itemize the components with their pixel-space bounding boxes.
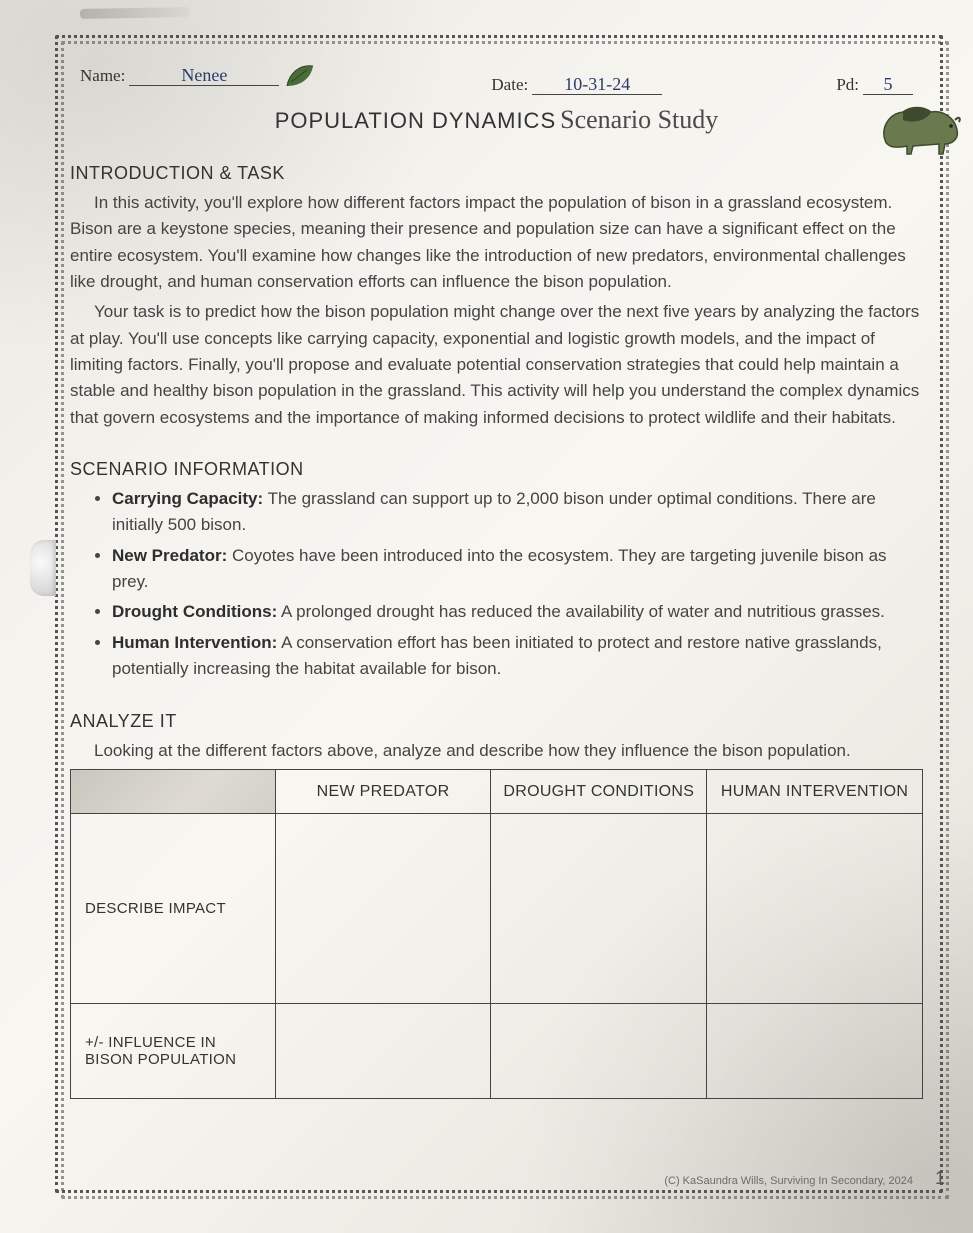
worksheet-page: Name: Nenee Date: 10-31-24 Pd: 5 POPULAT… xyxy=(0,0,973,1233)
title-subtitle: Scenario Study xyxy=(560,105,718,134)
scenario-item-text: A prolonged drought has reduced the avai… xyxy=(277,602,885,621)
col-human-intervention: HUMAN INTERVENTION xyxy=(707,770,923,814)
title-main: POPULATION DYNAMICS xyxy=(275,108,556,133)
scenario-item-label: Carrying Capacity: xyxy=(112,489,263,508)
pd-field-group: Pd: 5 xyxy=(836,75,913,95)
bison-icon xyxy=(873,100,963,165)
cell-input[interactable] xyxy=(275,814,491,1004)
name-field-group: Name: Nenee xyxy=(80,60,317,95)
scenario-item: Drought Conditions: A prolonged drought … xyxy=(112,599,923,625)
scenario-list: Carrying Capacity: The grassland can sup… xyxy=(70,486,923,682)
cell-input[interactable] xyxy=(707,814,923,1004)
analyze-instruction: Looking at the different factors above, … xyxy=(70,738,923,764)
scenario-heading: SCENARIO INFORMATION xyxy=(70,459,923,480)
analyze-table: NEW PREDATOR DROUGHT CONDITIONS HUMAN IN… xyxy=(70,769,923,1099)
scenario-item: Human Intervention: A conservation effor… xyxy=(112,630,923,683)
scenario-item: New Predator: Coyotes have been introduc… xyxy=(112,543,923,596)
date-value[interactable]: 10-31-24 xyxy=(532,75,662,95)
cell-input[interactable] xyxy=(491,1004,707,1099)
table-header-row: NEW PREDATOR DROUGHT CONDITIONS HUMAN IN… xyxy=(71,770,923,814)
intro-paragraph-1: In this activity, you'll explore how dif… xyxy=(70,190,923,295)
binder-hole-tab xyxy=(30,540,56,596)
name-value[interactable]: Nenee xyxy=(129,66,279,86)
scenario-item: Carrying Capacity: The grassland can sup… xyxy=(112,486,923,539)
row-influence: +/- INFLUENCE IN BISON POPULATION xyxy=(71,1004,276,1099)
table-corner-cell xyxy=(71,770,276,814)
cell-input[interactable] xyxy=(707,1004,923,1099)
date-field-group: Date: 10-31-24 xyxy=(491,75,662,95)
intro-heading: INTRODUCTION & TASK xyxy=(70,163,923,184)
header-row: Name: Nenee Date: 10-31-24 Pd: 5 xyxy=(70,60,923,95)
col-new-predator: NEW PREDATOR xyxy=(275,770,491,814)
col-drought: DROUGHT CONDITIONS xyxy=(491,770,707,814)
intro-paragraph-2: Your task is to predict how the bison po… xyxy=(70,299,923,431)
row-describe-impact: DESCRIBE IMPACT xyxy=(71,814,276,1004)
scenario-item-text: Coyotes have been introduced into the ec… xyxy=(112,546,887,591)
analyze-heading: ANALYZE IT xyxy=(70,711,923,732)
name-label: Name: xyxy=(80,66,125,85)
copyright-footer: (C) KaSaundra Wills, Surviving In Second… xyxy=(664,1175,913,1187)
scenario-item-label: Human Intervention: xyxy=(112,633,277,652)
cell-input[interactable] xyxy=(275,1004,491,1099)
table-row: DESCRIBE IMPACT xyxy=(71,814,923,1004)
table-row: +/- INFLUENCE IN BISON POPULATION xyxy=(71,1004,923,1099)
paperclip-shadow xyxy=(80,7,190,19)
scenario-item-label: Drought Conditions: xyxy=(112,602,277,621)
leaf-icon xyxy=(283,60,317,95)
date-label: Date: xyxy=(491,75,528,94)
cell-input[interactable] xyxy=(491,814,707,1004)
pd-label: Pd: xyxy=(836,75,859,94)
scenario-item-label: New Predator: xyxy=(112,546,227,565)
title-row: POPULATION DYNAMICS Scenario Study xyxy=(70,105,923,135)
pd-value[interactable]: 5 xyxy=(863,75,913,95)
page-number: 1 xyxy=(935,1168,945,1189)
